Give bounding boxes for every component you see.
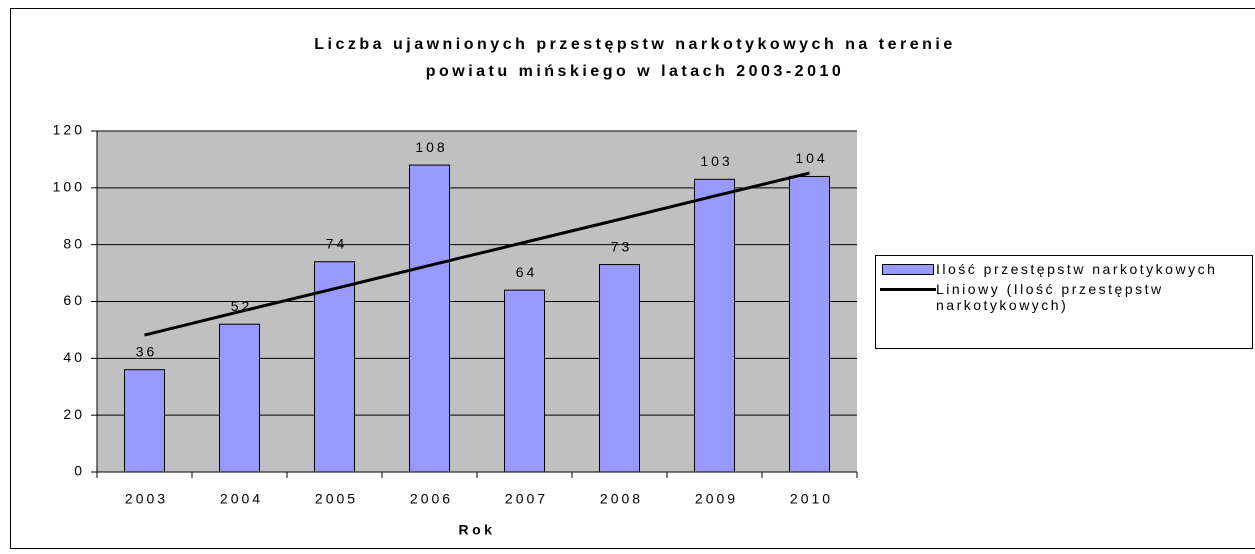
bar <box>694 178 735 473</box>
data-label: 103 <box>700 153 732 169</box>
bar <box>504 289 545 473</box>
data-label: 74 <box>326 235 348 251</box>
x-tick-label: 2004 <box>220 491 263 507</box>
legend-label: Ilość przestępstw narkotykowych <box>936 261 1218 277</box>
y-tick-label: 100 <box>53 179 85 195</box>
x-tick-label: 2009 <box>695 491 738 507</box>
x-tick-label: 2005 <box>315 491 358 507</box>
bar <box>599 264 640 473</box>
x-tick-label: 2008 <box>600 491 643 507</box>
legend-key <box>880 261 936 277</box>
bar <box>409 164 450 473</box>
data-label: 108 <box>415 139 447 155</box>
data-label: 104 <box>795 150 827 166</box>
bar <box>124 369 165 473</box>
y-tick-label: 40 <box>63 349 85 365</box>
trend-line <box>144 171 810 337</box>
chart-title: Liczba ujawnionych przestępstw narkotyko… <box>314 36 956 53</box>
x-axis-label: Rok <box>459 522 496 538</box>
bar <box>219 323 260 473</box>
bar <box>789 175 830 473</box>
y-tick-label: 0 <box>74 463 85 479</box>
y-tick-label: 20 <box>63 406 85 422</box>
y-tick-label: 80 <box>63 235 85 251</box>
data-label: 73 <box>611 238 633 254</box>
data-label: 64 <box>516 264 538 280</box>
legend-item: Ilość przestępstw narkotykowych <box>880 261 1248 277</box>
legend: Ilość przestępstw narkotykowych Liniowy (… <box>875 255 1253 349</box>
x-tick-label: 2007 <box>505 491 548 507</box>
bar <box>314 261 355 473</box>
y-tick-label: 60 <box>63 292 85 308</box>
x-tick-label: 2006 <box>410 491 453 507</box>
legend-key <box>880 281 936 297</box>
y-tick-label: 120 <box>53 122 85 138</box>
chart-title: powiatu mińskiego w latach 2003-2010 <box>426 63 845 80</box>
legend-label: Liniowy (Ilość przestępstw narkotykowych… <box>936 281 1164 313</box>
x-tick-label: 2010 <box>790 491 833 507</box>
data-label: 36 <box>136 343 158 359</box>
legend-item: Liniowy (Ilość przestępstw narkotykowych… <box>880 281 1248 313</box>
x-tick-label: 2003 <box>125 491 168 507</box>
